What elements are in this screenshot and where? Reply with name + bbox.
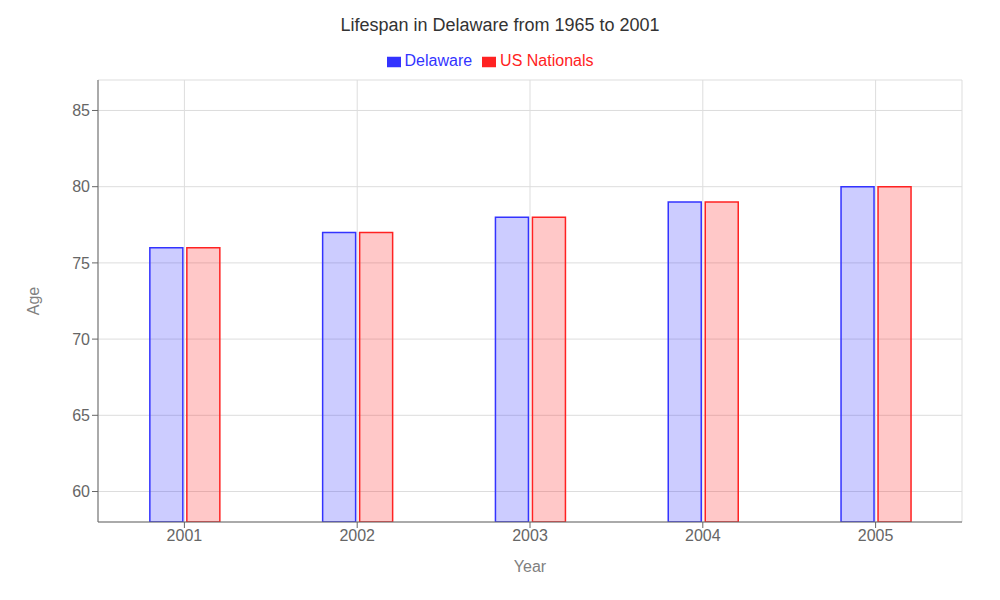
svg-text:80: 80 [72, 178, 90, 195]
svg-text:2003: 2003 [512, 527, 548, 544]
svg-text:65: 65 [72, 407, 90, 424]
svg-text:60: 60 [72, 483, 90, 500]
html-text:US Nationals: US Nationals [500, 52, 594, 69]
svg-text:2004: 2004 [685, 527, 721, 544]
svg-text:Year: Year [514, 558, 547, 575]
svg-text:70: 70 [72, 331, 90, 348]
svg-text:85: 85 [72, 102, 90, 119]
svg-text:Age: Age [25, 287, 42, 316]
html-text:Lifespan in Delaware from 1965: Lifespan in Delaware from 1965 to 2001 [340, 15, 660, 35]
svg-text:2001: 2001 [167, 527, 203, 544]
svg-text:75: 75 [72, 255, 90, 272]
svg-text:2002: 2002 [339, 527, 375, 544]
svg-text:2005: 2005 [858, 527, 894, 544]
html-text:Delaware: Delaware [404, 52, 473, 69]
